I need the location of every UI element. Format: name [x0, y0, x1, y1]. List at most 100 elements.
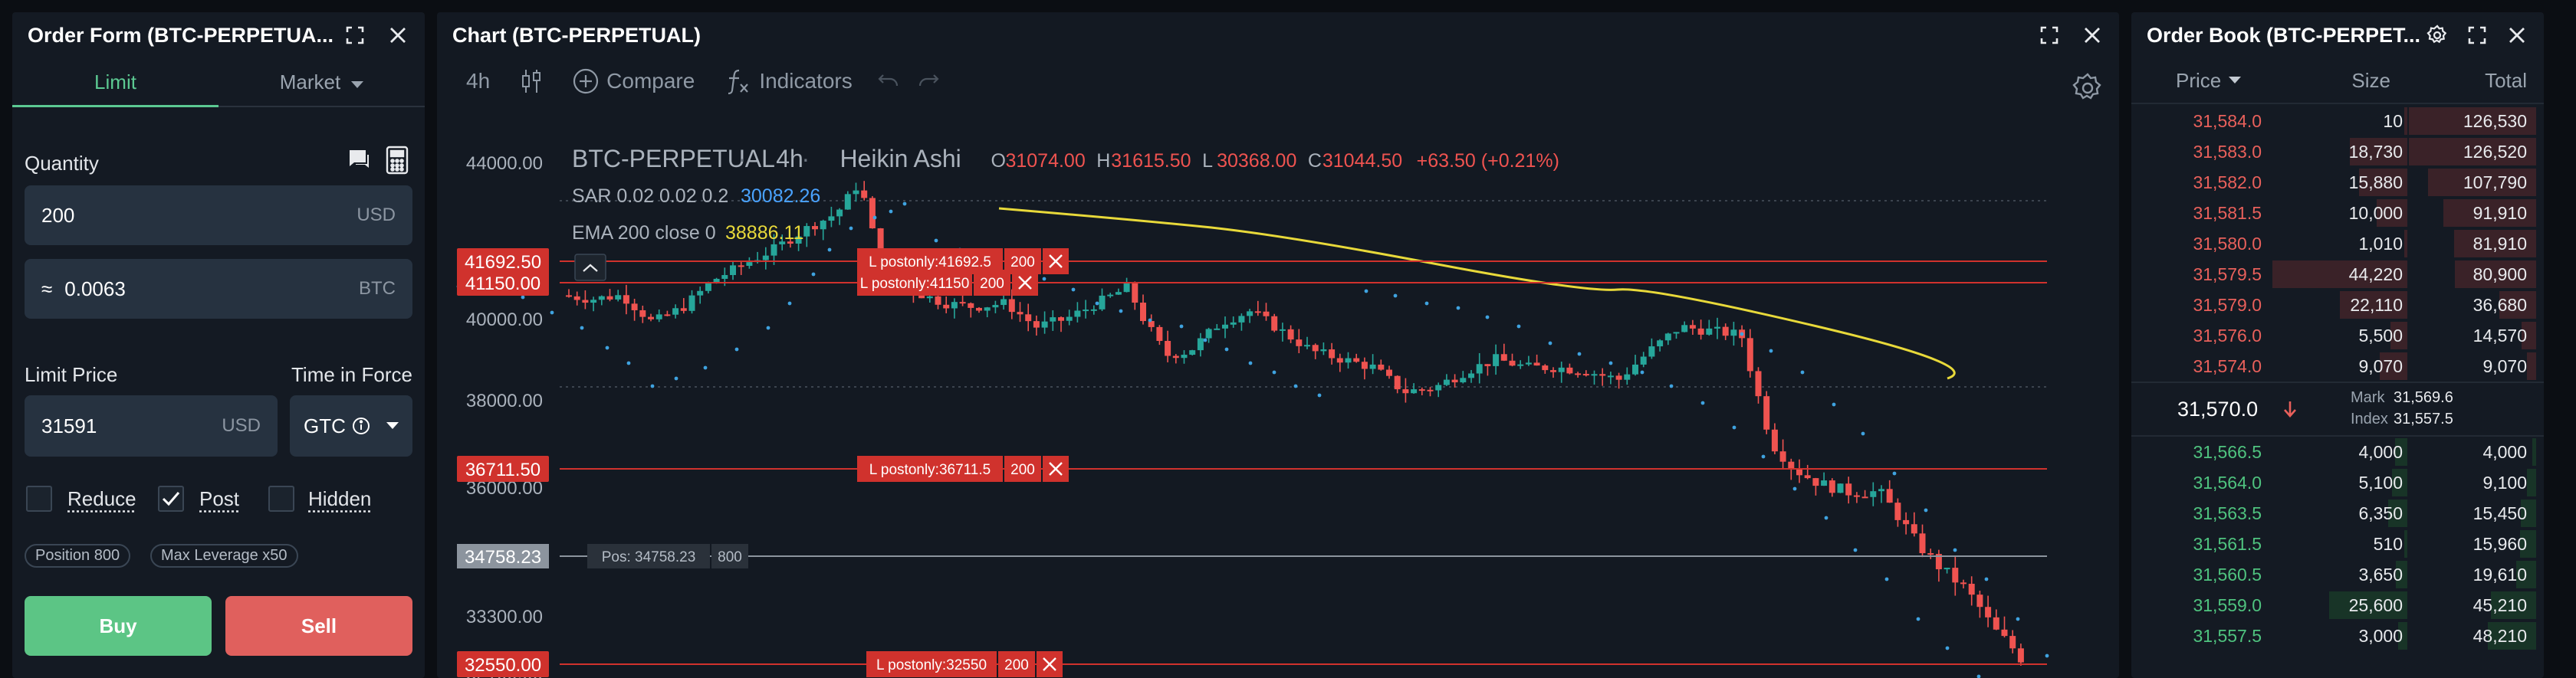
order-form-panel: Order Form (BTC-PERPETUA... Limit Market… — [12, 12, 425, 678]
sar-dot — [1071, 287, 1076, 292]
close-icon[interactable] — [2081, 24, 2104, 47]
row-price: 31,564.0 — [2193, 472, 2262, 493]
close-icon[interactable] — [386, 24, 409, 47]
bid-row[interactable]: 31,563.5 6,350 15,450 — [2131, 498, 2544, 529]
tab-market[interactable]: Market — [219, 58, 425, 106]
indicators-button[interactable]: Indicators — [725, 67, 853, 95]
bid-row[interactable]: 31,566.5 4,000 4,000 — [2131, 437, 2544, 467]
ask-row[interactable]: 31,580.0 1,010 81,910 — [2131, 228, 2544, 259]
candle-body — [976, 307, 982, 311]
chat-icon[interactable] — [347, 147, 373, 177]
buy-button[interactable]: Buy — [25, 596, 212, 656]
order-label-box[interactable] — [857, 270, 972, 296]
order-price-tag — [457, 248, 549, 274]
bid-row[interactable]: 31,561.5 510 15,960 — [2131, 529, 2544, 559]
ask-row[interactable]: 31,582.0 15,880 107,790 — [2131, 167, 2544, 198]
candle-body — [1952, 568, 1959, 583]
collapse-button[interactable] — [574, 254, 606, 281]
order-price-label: 36711.50 — [465, 460, 540, 480]
order-type-tabs: Limit Market — [12, 58, 425, 107]
ask-row[interactable]: 31,579.5 44,220 80,900 — [2131, 259, 2544, 290]
size-depth-bar — [2340, 291, 2407, 319]
candle-body — [1402, 389, 1409, 394]
candle-body — [1993, 617, 1999, 630]
candle-body — [1008, 299, 1015, 313]
compare-button[interactable]: Compare — [573, 68, 695, 94]
sar-dot — [1203, 338, 1208, 342]
candle-body — [1090, 309, 1097, 311]
bid-row[interactable]: 31,559.0 25,600 45,210 — [2131, 590, 2544, 621]
undo-button[interactable] — [877, 72, 900, 90]
row-size: 6,350 — [2358, 503, 2403, 523]
bid-row[interactable]: 31,557.5 3,000 48,210 — [2131, 621, 2544, 651]
limit-price-input[interactable]: 31591 USD — [25, 395, 278, 457]
maximize-icon[interactable] — [2466, 24, 2489, 47]
ask-row[interactable]: 31,581.5 10,000 91,910 — [2131, 198, 2544, 228]
order-label-box[interactable] — [857, 456, 1003, 482]
bid-row[interactable]: 31,560.5 3,650 19,610 — [2131, 559, 2544, 590]
interval-button[interactable]: 4h — [466, 69, 490, 93]
candle-body — [1689, 325, 1696, 329]
row-price: 31,559.0 — [2193, 594, 2262, 615]
hidden-checkbox[interactable] — [268, 486, 294, 512]
ask-row[interactable]: 31,576.0 5,500 14,570 — [2131, 320, 2544, 351]
candle-body — [1083, 310, 1089, 312]
price-chart[interactable]: 44000.0040000.0038000.0036000.0034500.00… — [437, 12, 2119, 678]
ask-row[interactable]: 31,579.0 22,110 36,680 — [2131, 290, 2544, 320]
reduce-checkbox[interactable] — [26, 486, 52, 512]
sar-dot — [811, 272, 816, 277]
candle-body — [1525, 362, 1532, 365]
size-depth-bar — [2329, 591, 2407, 619]
ask-row[interactable]: 31,574.0 9,070 9,070 — [2131, 351, 2544, 382]
close-icon[interactable] — [2505, 24, 2528, 47]
info-icon[interactable] — [352, 417, 370, 435]
calculator-icon[interactable] — [385, 146, 409, 179]
sar-dot — [889, 209, 893, 214]
bid-row[interactable]: 31,564.0 5,100 9,100 — [2131, 467, 2544, 498]
chart-settings-icon[interactable] — [2072, 72, 2104, 108]
row-price: 31,579.5 — [2193, 264, 2262, 284]
candle-body — [1927, 553, 1934, 555]
tab-limit[interactable]: Limit — [12, 58, 219, 107]
tab-market-label: Market — [279, 70, 341, 93]
ask-row[interactable]: 31,584.0 10 126,530 — [2131, 106, 2544, 136]
candle-body — [705, 283, 711, 291]
candle-body — [1287, 329, 1294, 340]
candle-body — [639, 310, 646, 317]
candle-body — [1493, 354, 1500, 366]
btc-amount-input[interactable]: ≈ 0.0063 BTC — [25, 259, 412, 319]
time-in-force-select[interactable]: GTC — [290, 395, 412, 457]
redo-button[interactable] — [917, 72, 940, 90]
candle-body — [2017, 648, 2024, 663]
price-axis-label: 38000.00 — [466, 391, 543, 411]
indicators-label: Indicators — [759, 69, 853, 93]
candle-body — [1205, 329, 1212, 339]
price-column-header[interactable]: Price — [2176, 69, 2242, 93]
gear-icon[interactable] — [2426, 24, 2449, 47]
quantity-input[interactable]: 200 USD — [25, 185, 412, 245]
candle-body — [1189, 350, 1196, 355]
candle-body — [1222, 324, 1228, 329]
position-label-box[interactable] — [587, 544, 710, 568]
order-label-box[interactable] — [866, 651, 997, 677]
total-depth-bar — [2521, 322, 2536, 349]
candle-body — [2009, 636, 2016, 649]
ask-row[interactable]: 31,583.0 18,730 126,520 — [2131, 136, 2544, 167]
post-checkbox[interactable] — [158, 486, 184, 512]
candle-body — [1361, 362, 1368, 369]
candle-body — [1050, 317, 1056, 322]
bids-list: 31,566.5 4,000 4,000 31,564.0 5,100 9,100 31,5… — [2131, 437, 2544, 651]
total-depth-bar — [2490, 591, 2536, 619]
candle-body — [1451, 379, 1458, 383]
sar-dot — [1953, 548, 1957, 552]
chart-header: Chart (BTC-PERPETUAL) — [437, 12, 2119, 58]
row-total: 91,910 — [2472, 202, 2527, 223]
sell-button[interactable]: Sell — [225, 596, 412, 656]
row-total: 9,070 — [2482, 355, 2527, 376]
chart-type-button[interactable] — [521, 68, 542, 94]
candle-body — [1017, 312, 1024, 315]
candle-body — [1558, 367, 1565, 372]
maximize-icon[interactable] — [2038, 24, 2061, 47]
arrow-down-icon — [2284, 401, 2296, 418]
maximize-icon[interactable] — [343, 24, 366, 47]
